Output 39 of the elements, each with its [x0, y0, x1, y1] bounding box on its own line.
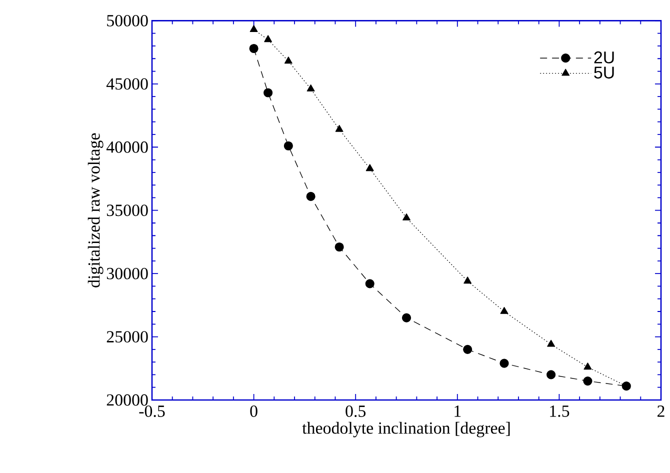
point	[306, 192, 316, 201]
x-tick-label: 0	[250, 406, 258, 417]
x-tick-label: 2	[658, 406, 664, 417]
x-tick-label: 1	[454, 406, 461, 417]
point	[547, 340, 556, 347]
point	[583, 376, 592, 386]
y-tick-label: 25000	[106, 331, 148, 343]
point	[250, 25, 258, 32]
point	[334, 242, 344, 252]
x-axis-title: theodolyte inclination [degree]	[302, 422, 510, 438]
point	[335, 124, 344, 132]
y-tick-label: 45000	[106, 78, 148, 90]
point	[500, 358, 509, 368]
point	[402, 213, 410, 220]
y-tick-label: 30000	[106, 268, 148, 280]
x-tick-label: 0.5	[346, 406, 366, 418]
point	[249, 44, 258, 54]
point	[402, 313, 412, 322]
point	[463, 344, 472, 354]
point	[546, 370, 556, 380]
point	[464, 276, 472, 284]
y-tick-label: 35000	[106, 204, 148, 216]
y-tick-label: 50000	[107, 14, 148, 26]
x-tick-label: -0.5	[139, 406, 165, 418]
legend-label: 5U	[594, 66, 614, 79]
point	[500, 306, 508, 314]
point	[306, 84, 315, 92]
point	[284, 141, 293, 150]
y-tick-label: 40000	[106, 141, 148, 153]
point	[584, 362, 592, 370]
y-tick-label: 20000	[106, 394, 148, 406]
y-axis-title: digitalized raw voltage	[88, 133, 104, 288]
legend-label: 2U	[594, 51, 614, 64]
point	[284, 56, 292, 64]
point	[365, 279, 374, 288]
point	[264, 88, 273, 98]
point	[366, 164, 374, 172]
x-tick-label: 1.5	[550, 406, 570, 417]
point	[264, 35, 272, 42]
